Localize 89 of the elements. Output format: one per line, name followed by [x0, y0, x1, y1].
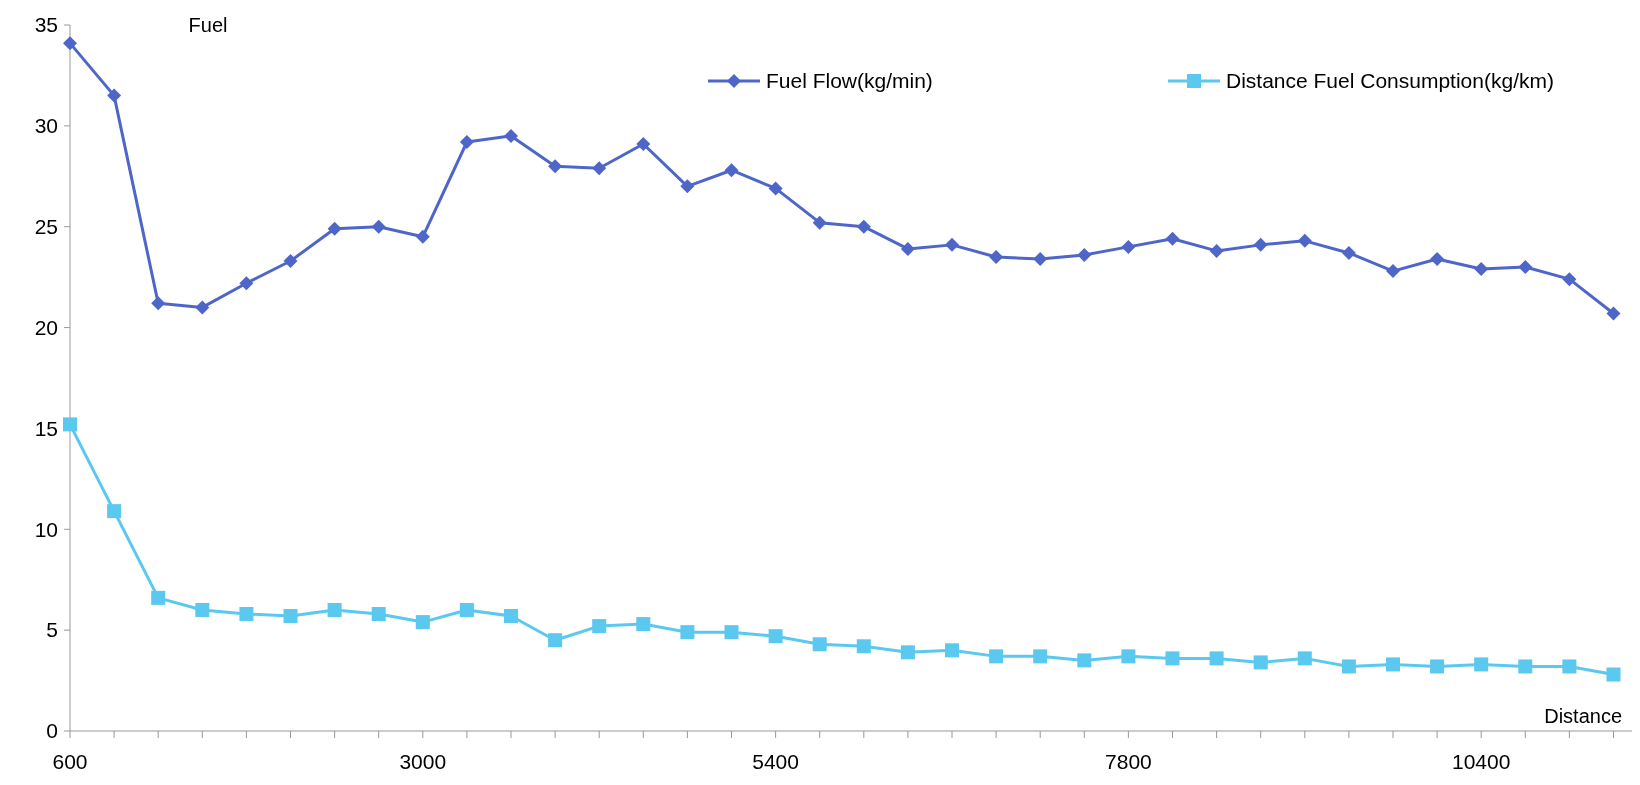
y-tick-label: 20 [34, 315, 58, 339]
point [283, 254, 298, 269]
point [900, 241, 915, 256]
y-tick-label: 25 [34, 215, 58, 239]
point [1606, 306, 1621, 321]
point [1165, 651, 1180, 666]
point [1209, 243, 1224, 258]
point [151, 296, 166, 311]
point [1253, 237, 1268, 252]
x-axis-title: Distance [1544, 705, 1622, 727]
point [856, 219, 871, 234]
point [415, 229, 430, 244]
point [504, 128, 518, 143]
point [989, 249, 1004, 264]
point [239, 276, 254, 291]
y-tick-label: 0 [46, 719, 58, 743]
point [371, 219, 386, 234]
point [636, 137, 651, 152]
point [1297, 651, 1312, 666]
y-axis-title: Fuel [188, 14, 228, 36]
y-tick-label: 10 [34, 517, 58, 541]
point [592, 619, 607, 634]
point [1430, 251, 1445, 266]
point [1518, 659, 1533, 674]
point [724, 625, 739, 640]
point [1077, 653, 1092, 668]
x-tick-label: 5400 [752, 750, 799, 773]
point [1209, 651, 1224, 666]
point [548, 159, 563, 174]
point [724, 163, 739, 178]
point [680, 179, 695, 194]
point [239, 607, 254, 622]
point [768, 629, 783, 644]
point [812, 215, 827, 230]
point [327, 221, 342, 236]
y-tick-label: 30 [34, 114, 58, 138]
x-tick-label: 600 [52, 750, 88, 773]
legend-label: Distance Fuel Consumption(kg/km) [1226, 69, 1554, 93]
y-tick-label: 35 [34, 13, 58, 37]
point [327, 602, 342, 617]
point [371, 607, 386, 622]
point [1165, 231, 1180, 246]
y-tick-label: 15 [34, 416, 58, 440]
point [900, 645, 915, 660]
point [1341, 659, 1356, 674]
point [1077, 247, 1092, 262]
point [283, 609, 298, 624]
point [1386, 264, 1400, 279]
point [459, 602, 474, 617]
point [415, 615, 430, 630]
point [1121, 649, 1136, 664]
x-tick-label: 3000 [399, 750, 447, 773]
point [548, 633, 563, 648]
point [63, 417, 77, 432]
legend-label: Fuel Flow(kg/min) [766, 69, 933, 93]
point [945, 643, 959, 658]
point [592, 161, 607, 176]
point [1518, 260, 1533, 275]
point [195, 300, 210, 315]
point [1430, 659, 1445, 674]
point [680, 625, 695, 640]
y-tick-label: 5 [46, 618, 58, 642]
point [1121, 239, 1136, 254]
point [1606, 667, 1621, 682]
point [1297, 233, 1312, 248]
point [1562, 272, 1577, 287]
point [812, 637, 827, 652]
point [107, 504, 122, 519]
point [1341, 245, 1356, 260]
point [1033, 649, 1048, 664]
point [504, 609, 518, 624]
point [459, 134, 474, 149]
point [107, 88, 122, 103]
point [63, 36, 77, 51]
x-tick-label: 10400 [1452, 750, 1511, 773]
point [1386, 657, 1400, 672]
point [1474, 262, 1489, 277]
point [1562, 659, 1577, 674]
point [151, 590, 166, 605]
point [1474, 657, 1489, 672]
point [945, 237, 959, 252]
point [989, 649, 1004, 664]
point [1033, 251, 1048, 266]
point [856, 639, 871, 654]
point [1253, 655, 1268, 670]
x-tick-label: 7800 [1105, 750, 1152, 773]
point [768, 181, 783, 196]
point [636, 617, 651, 632]
point [195, 602, 210, 617]
